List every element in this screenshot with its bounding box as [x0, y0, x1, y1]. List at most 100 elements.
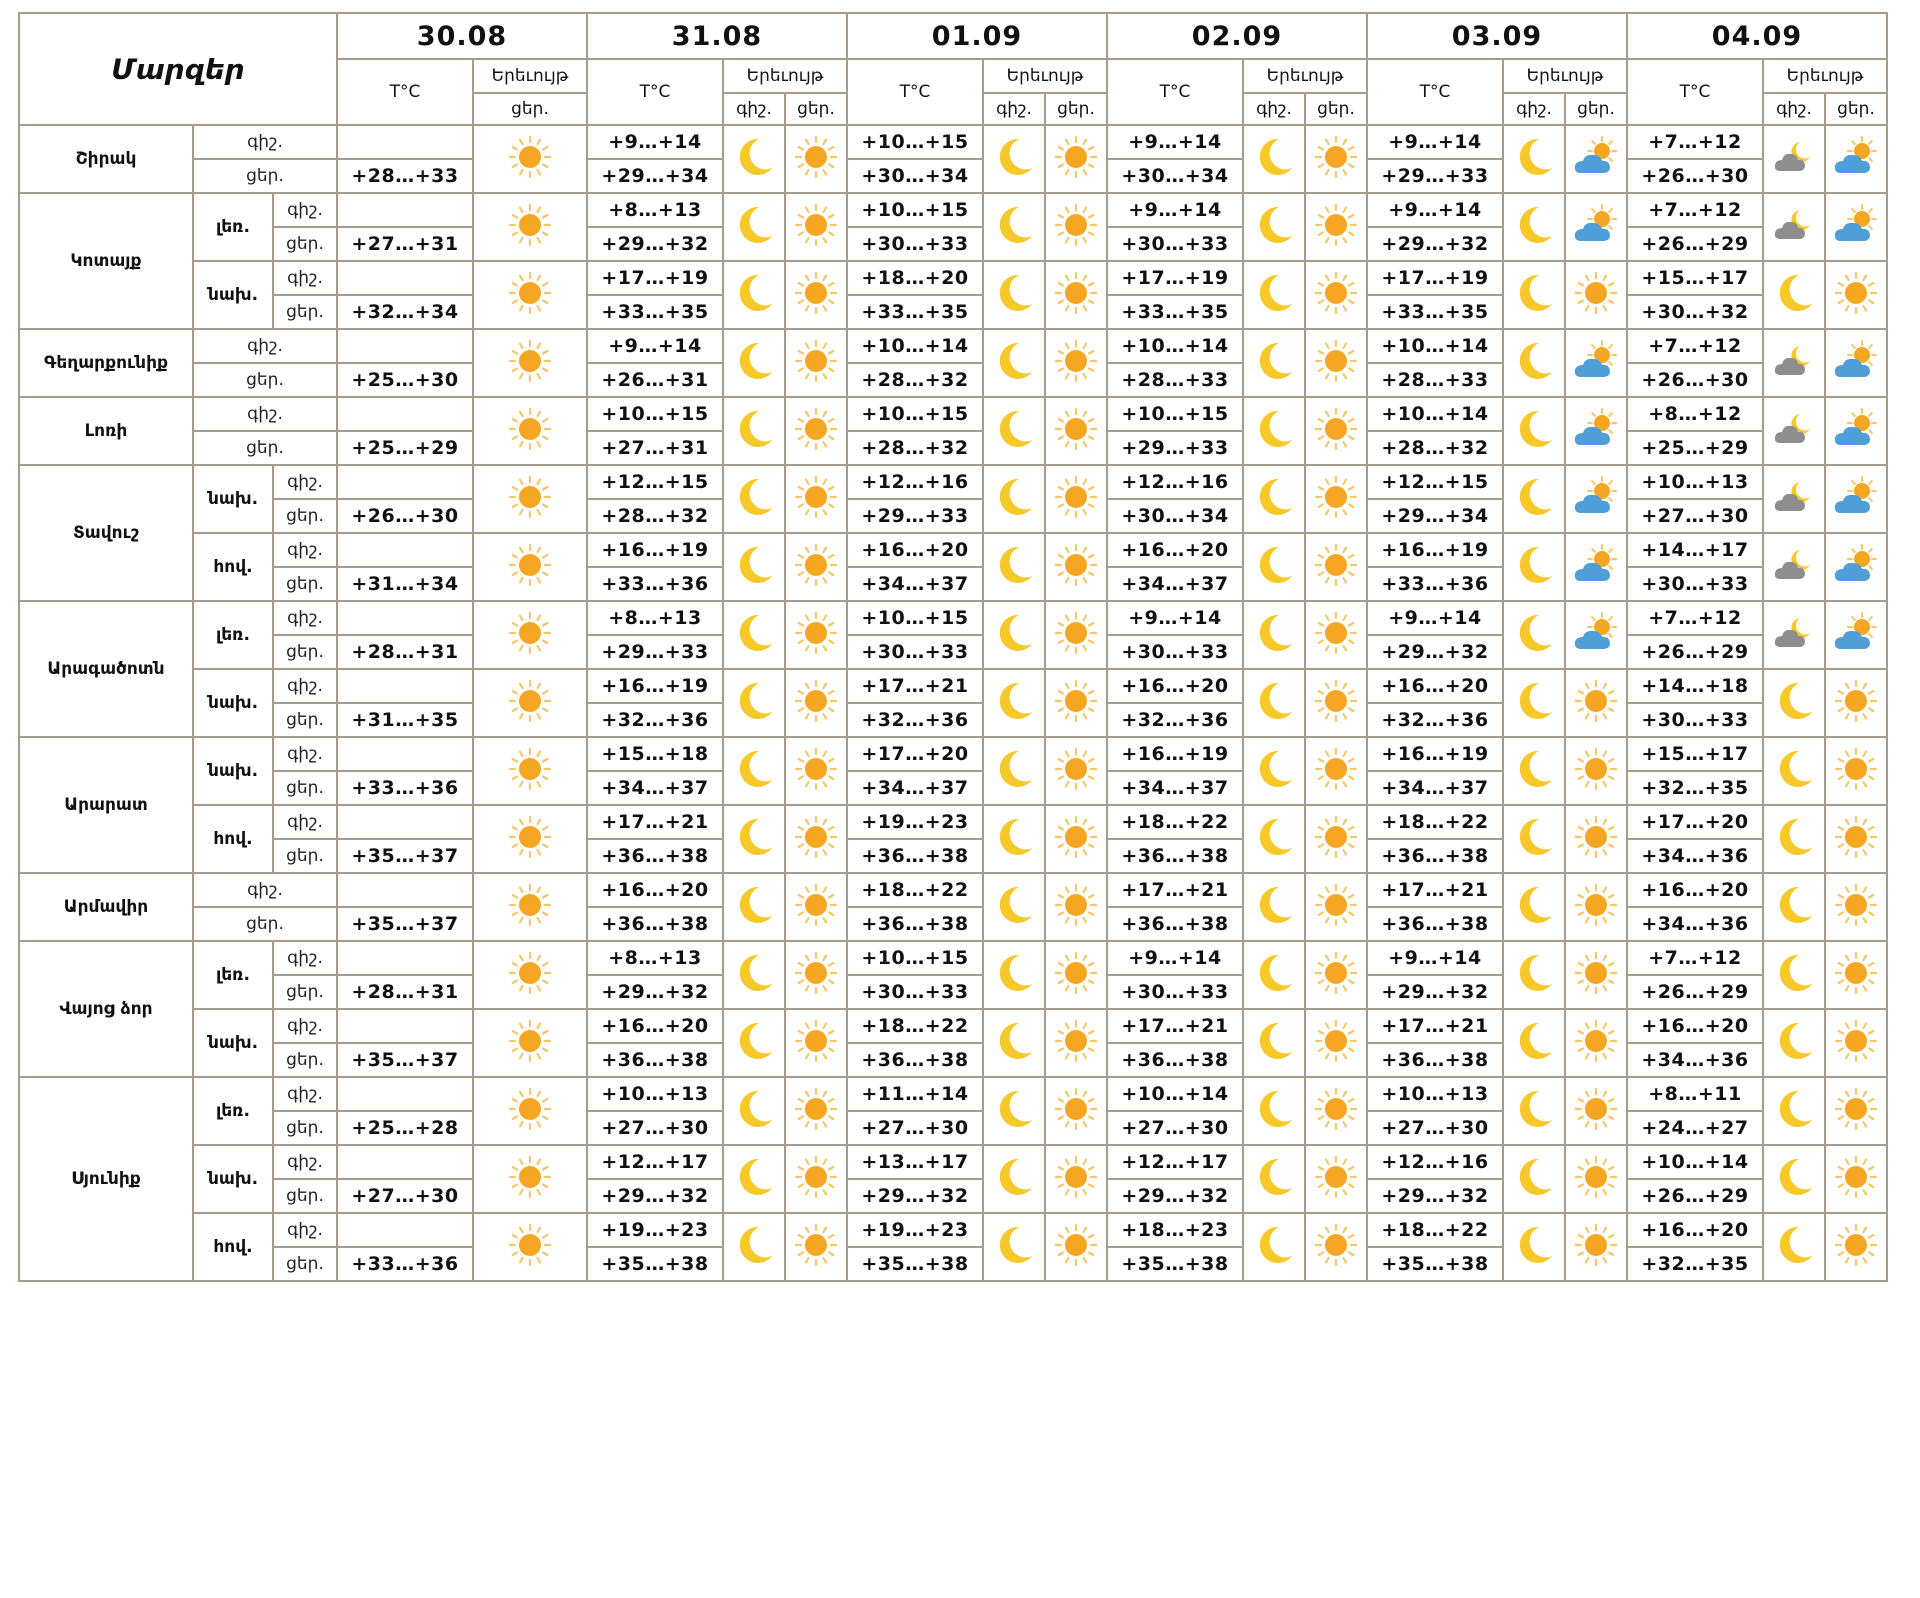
night-temp — [336, 124, 474, 160]
day-temp: +36…+38 — [1366, 1042, 1504, 1078]
night-temp — [336, 872, 474, 908]
cloud-sun-icon — [1572, 405, 1620, 453]
day-temp: +26…+31 — [586, 362, 724, 398]
table-row: ցեր. +26…+30 +28…+32 +29…+33 +30…+34 +29…+34 +… — [19, 498, 1887, 534]
night-label: գիշ. — [272, 464, 338, 500]
night-phenomenon — [1762, 124, 1826, 194]
night-temp: +17…+21 — [1106, 872, 1244, 908]
night-phenomenon — [722, 804, 786, 874]
night-header: գիշ. — [1242, 92, 1306, 126]
table-row: հով. գիշ. +19…+23 +19…+23 +18…+23 +18…+22 +16…… — [19, 1212, 1888, 1282]
night-temp: +9…+14 — [1366, 124, 1504, 160]
moon-icon — [990, 405, 1038, 453]
night-temp: +19…+23 — [846, 804, 984, 840]
zone-name: նախ. — [192, 1008, 274, 1078]
day-label: ցեր. — [192, 906, 338, 942]
day-label: ցեր. — [272, 1246, 338, 1282]
day-phenomenon — [1044, 1008, 1108, 1078]
night-phenomenon — [1242, 600, 1306, 670]
zone-name: հով. — [192, 1212, 274, 1282]
sun-icon — [1832, 677, 1880, 725]
night-phenomenon — [722, 1076, 786, 1146]
sun-icon — [1052, 949, 1100, 997]
day-phenomenon — [1564, 328, 1628, 398]
moon-icon — [1250, 609, 1298, 657]
night-phenomenon — [982, 1076, 1046, 1146]
sun-icon — [1832, 269, 1880, 317]
table-row: նախ. գիշ. +17…+19 +18…+20 +17…+19 +17…+19 +15…… — [19, 260, 1888, 330]
sun-icon — [1572, 1153, 1620, 1201]
night-phenomenon — [722, 124, 786, 194]
night-label: գիշ. — [272, 1212, 338, 1248]
day-temp: +26…+29 — [1626, 1178, 1764, 1214]
day-phenomenon — [1304, 396, 1368, 466]
night-temp: +12…+16 — [1366, 1144, 1504, 1180]
night-temp: +9…+14 — [1106, 600, 1244, 636]
date-header: 01.09 — [846, 12, 1108, 60]
sun-icon — [1052, 201, 1100, 249]
day-header: ցեր. — [1304, 92, 1368, 126]
day-phenomenon — [1044, 464, 1108, 534]
day-temp: +30…+33 — [1106, 226, 1244, 262]
night-phenomenon — [982, 1212, 1046, 1282]
day-temp: +29…+33 — [1106, 430, 1244, 466]
day-phenomenon — [1824, 464, 1888, 534]
night-header: գիշ. — [1762, 92, 1826, 126]
day-phenomenon — [472, 396, 588, 466]
moon-icon — [730, 677, 778, 725]
sun-icon — [1572, 881, 1620, 929]
night-phenomenon — [722, 192, 786, 262]
day-temp: +26…+30 — [336, 498, 474, 534]
table-row: ցեր. +27…+31 +29…+32 +30…+33 +30…+33 +29…+32 +… — [19, 226, 1887, 262]
cloud-moon-icon — [1770, 201, 1818, 249]
moon-icon — [990, 473, 1038, 521]
night-temp: +9…+14 — [586, 328, 724, 364]
night-temp: +16…+20 — [1366, 668, 1504, 704]
day-phenomenon — [1824, 668, 1888, 738]
sun-icon — [1052, 541, 1100, 589]
sun-icon — [1052, 881, 1100, 929]
cloud-sun-icon — [1832, 405, 1880, 453]
sun-icon — [792, 1221, 840, 1269]
sun-icon — [1312, 745, 1360, 793]
day-header: ցեր. — [784, 92, 848, 126]
day-temp: +29…+32 — [846, 1178, 984, 1214]
day-temp: +34…+37 — [1366, 770, 1504, 806]
moon-icon — [1250, 405, 1298, 453]
zone-name: հով. — [192, 804, 274, 874]
day-phenomenon — [1044, 804, 1108, 874]
table-row: Լոռի գիշ. +10…+15 +10…+15 +10…+15 +10…+14 +8…… — [18, 396, 1888, 466]
day-phenomenon — [1044, 872, 1108, 942]
sun-icon — [1312, 1153, 1360, 1201]
night-label: գիշ. — [272, 940, 338, 976]
region-name: Արմավիր — [18, 872, 194, 942]
night-temp — [336, 600, 474, 636]
sun-icon — [1572, 745, 1620, 793]
night-phenomenon — [722, 1144, 786, 1214]
sun-icon — [1052, 133, 1100, 181]
day-phenomenon — [784, 532, 848, 602]
night-phenomenon — [1502, 1144, 1566, 1214]
day-temp: +32…+36 — [1106, 702, 1244, 738]
sun-icon — [506, 405, 554, 453]
day-temp: +34…+37 — [586, 770, 724, 806]
night-phenomenon — [1762, 600, 1826, 670]
night-temp: +10…+15 — [846, 124, 984, 160]
day-temp: +36…+38 — [1366, 838, 1504, 874]
night-phenomenon — [1762, 396, 1826, 466]
moon-icon — [1510, 1153, 1558, 1201]
day-phenomenon — [1044, 532, 1108, 602]
moon-icon — [1250, 337, 1298, 385]
moon-icon — [990, 337, 1038, 385]
day-temp: +34…+37 — [1106, 566, 1244, 602]
day-phenomenon — [1564, 532, 1628, 602]
night-temp: +18…+23 — [1106, 1212, 1244, 1248]
sun-icon — [506, 949, 554, 997]
night-temp: +16…+19 — [1366, 532, 1504, 568]
sun-icon — [1052, 337, 1100, 385]
night-phenomenon — [982, 464, 1046, 534]
night-temp: +17…+21 — [1366, 1008, 1504, 1044]
sun-icon — [1312, 337, 1360, 385]
night-phenomenon — [1502, 1008, 1566, 1078]
day-phenomenon — [1564, 124, 1628, 194]
